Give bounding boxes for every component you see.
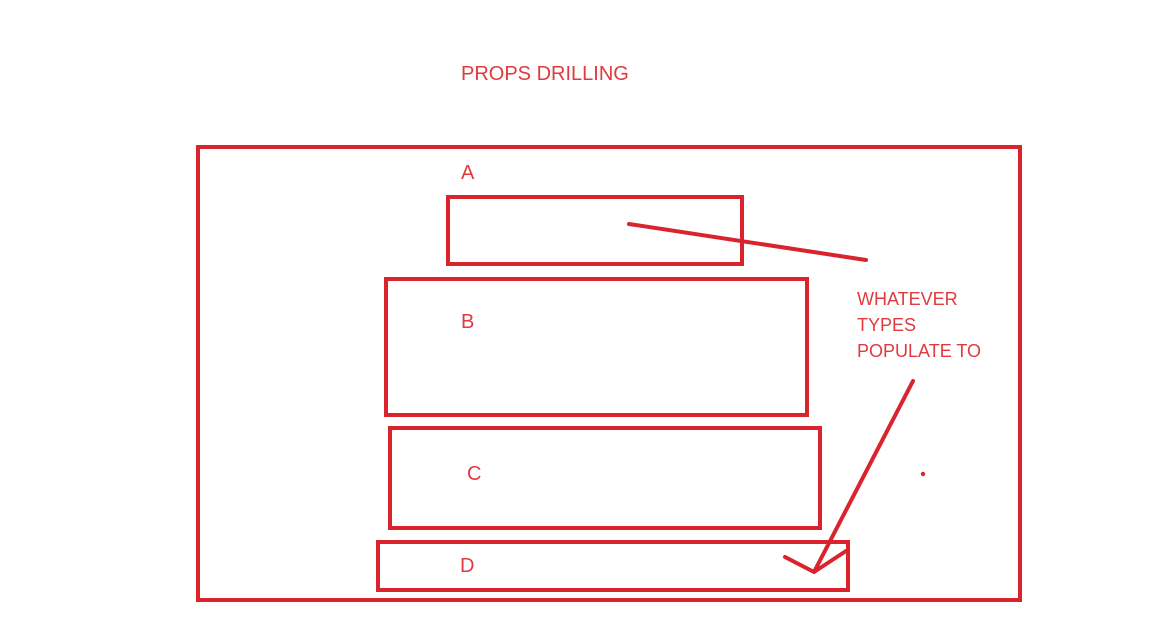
- diagram-title: PROPS DRILLING: [461, 63, 629, 85]
- component-box-d: [376, 540, 850, 592]
- component-label-a: A: [461, 162, 475, 184]
- pointer-line-a: [627, 222, 868, 262]
- annotation-line: WHATEVER: [857, 289, 958, 309]
- component-label-d: D: [460, 555, 475, 577]
- annotation-note: WHATEVER TYPES POPULATE TO: [857, 286, 981, 364]
- annotation-line: POPULATE TO: [857, 341, 982, 361]
- outer-container-box: [196, 145, 1022, 602]
- component-label-b: B: [461, 311, 475, 333]
- arrow-to-d: [812, 379, 915, 574]
- stray-dot: [920, 471, 926, 477]
- component-box-a: [446, 195, 744, 266]
- arrowhead-to-d: [783, 549, 848, 574]
- component-box-c: [388, 426, 822, 530]
- annotation-line: TYPES: [857, 315, 917, 335]
- component-box-b: [384, 277, 809, 417]
- component-label-c: C: [467, 463, 482, 485]
